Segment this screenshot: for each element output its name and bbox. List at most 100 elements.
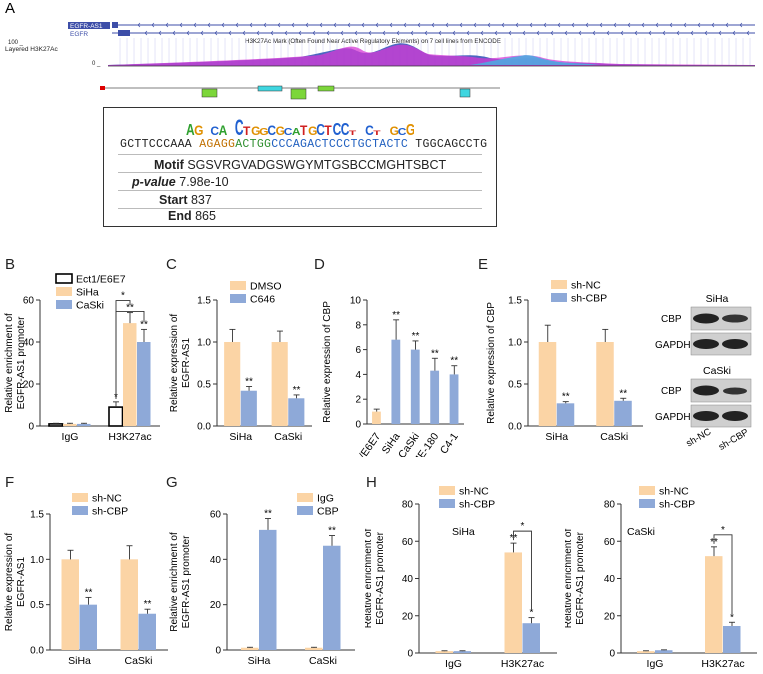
chevron-icon bbox=[522, 30, 526, 36]
chevron-icon bbox=[249, 22, 253, 28]
significance-label: ** bbox=[328, 526, 336, 537]
legend-label: sh-NC bbox=[571, 280, 601, 292]
bar bbox=[79, 604, 97, 650]
sequence-motif-a: AGAGG bbox=[199, 138, 236, 151]
y-axis-label: EGFR-AS1 promoter bbox=[575, 531, 586, 624]
logo-letter: A bbox=[186, 120, 195, 137]
y-tick-label: 60 bbox=[604, 537, 616, 548]
legend-swatch bbox=[639, 499, 655, 508]
y-tick-label: 6 bbox=[355, 345, 361, 356]
chart-h1: 0 20 40 60 80 Relative enrichment of EGFR-AS1 … bbox=[365, 486, 557, 670]
bar bbox=[137, 342, 151, 426]
chevron-icon bbox=[655, 22, 659, 28]
legend-label: SiHa bbox=[76, 287, 99, 299]
y-axis-label: Relative expression of bbox=[169, 314, 180, 413]
logo-letter: C bbox=[365, 122, 374, 137]
y-tick-label: 80 bbox=[402, 500, 414, 511]
bar bbox=[430, 370, 440, 424]
chevron-icon bbox=[557, 22, 561, 28]
chart-d: 0 2 4 6 8 10 Relative expression of CBP Ect1/E6… bbox=[322, 296, 464, 457]
chevron-icon bbox=[347, 22, 351, 28]
legend-label: sh-CBP bbox=[659, 499, 695, 511]
legend-swatch bbox=[56, 287, 72, 296]
bar bbox=[435, 651, 453, 653]
chevron-icon bbox=[515, 22, 519, 28]
logo-letter: C bbox=[398, 127, 407, 137]
logo-letter: G bbox=[251, 124, 260, 137]
y-tick-label: 40 bbox=[210, 555, 222, 566]
panel-label-e: E bbox=[478, 256, 489, 273]
y-axis-label: EGFR-AS1 promoter bbox=[375, 531, 386, 624]
sequence-pre: GCTTCCCAAA bbox=[120, 138, 200, 151]
chevron-icon bbox=[214, 30, 218, 36]
legend-label: sh-NC bbox=[92, 493, 122, 505]
chevron-icon bbox=[305, 22, 309, 28]
chevron-icon bbox=[732, 30, 736, 36]
blot-frame-4 bbox=[690, 404, 752, 428]
bar bbox=[504, 552, 522, 653]
blot-band-label-4: GAPDH bbox=[655, 412, 691, 423]
x-tick-label: SiHa bbox=[68, 655, 91, 667]
blot-cell-label-1: SiHa bbox=[706, 293, 729, 305]
x-tick-label: H3K27ac bbox=[501, 658, 544, 670]
gene-label-1: EGFR-AS1 bbox=[70, 23, 103, 30]
bar bbox=[108, 406, 124, 427]
chevron-icon bbox=[333, 22, 337, 28]
y-axis-label: Relative enrichment of bbox=[4, 313, 15, 413]
chevron-icon bbox=[683, 22, 687, 28]
legend-label: C646 bbox=[250, 294, 275, 306]
chevron-icon bbox=[382, 30, 386, 36]
chevron-icon bbox=[319, 22, 323, 28]
y-tick-label: 2 bbox=[355, 395, 361, 406]
panel-label-f: F bbox=[5, 474, 15, 491]
bar bbox=[391, 339, 401, 424]
chart-c: 0.0 0.5 1.0 1.5 Relative expression of EGFR-A… bbox=[169, 281, 312, 443]
bracket-label: * bbox=[521, 521, 525, 532]
y-tick-label: 40 bbox=[402, 574, 414, 585]
chevron-icon bbox=[606, 30, 610, 36]
y-tick-label: 80 bbox=[604, 500, 616, 511]
y-axis-label: Relative enrichment of bbox=[169, 532, 180, 632]
bar bbox=[410, 349, 420, 424]
y-tick-label: 10 bbox=[350, 296, 362, 307]
chevron-icon bbox=[165, 22, 169, 28]
chevron-icon bbox=[403, 22, 407, 28]
x-tick-label: SiHa bbox=[248, 655, 271, 667]
chevron-icon bbox=[228, 30, 232, 36]
legend-label: IgG bbox=[317, 493, 334, 505]
chevron-icon bbox=[634, 30, 638, 36]
divider-3 bbox=[118, 190, 482, 191]
chevron-icon bbox=[410, 30, 414, 36]
layer-label: Layered H3K27Ac bbox=[5, 46, 59, 53]
chevron-icon bbox=[543, 22, 547, 28]
y-axis-label: EGFR-AS1 promoter bbox=[16, 316, 27, 409]
chevron-icon bbox=[669, 22, 673, 28]
chevron-icon bbox=[725, 22, 729, 28]
x-tick-label: IgG bbox=[647, 658, 664, 670]
chevron-icon bbox=[375, 22, 379, 28]
y-axis-label: Relative expression of CBP bbox=[322, 301, 333, 423]
y-axis-label: EGFR-AS1 bbox=[181, 338, 192, 388]
y-tick-label: 60 bbox=[23, 296, 35, 307]
bar bbox=[723, 625, 741, 653]
x-tick-label: SiHa bbox=[229, 431, 252, 443]
significance-label: ** bbox=[562, 392, 570, 403]
legend-swatch bbox=[72, 493, 88, 502]
legend-label: DMSO bbox=[250, 281, 282, 293]
chevron-icon bbox=[550, 30, 554, 36]
y-tick-label: 0.0 bbox=[30, 646, 44, 657]
x-tick-label: H3K27ac bbox=[108, 431, 151, 443]
chevron-icon bbox=[571, 22, 575, 28]
band-3b bbox=[723, 387, 747, 395]
chevron-icon bbox=[221, 22, 225, 28]
y-tick-label: 0 bbox=[355, 420, 361, 431]
x-tick-label: CaSki bbox=[274, 431, 302, 443]
significance-bracket bbox=[513, 530, 532, 610]
motif-label: Motif bbox=[154, 158, 184, 172]
chevron-icon bbox=[487, 22, 491, 28]
y-tick-label: 20 bbox=[23, 380, 35, 391]
chevron-icon bbox=[144, 30, 148, 36]
inset-cell-label: SiHa bbox=[452, 526, 475, 538]
blot-band-label-2: GAPDH bbox=[655, 340, 691, 351]
chevron-icon bbox=[536, 30, 540, 36]
